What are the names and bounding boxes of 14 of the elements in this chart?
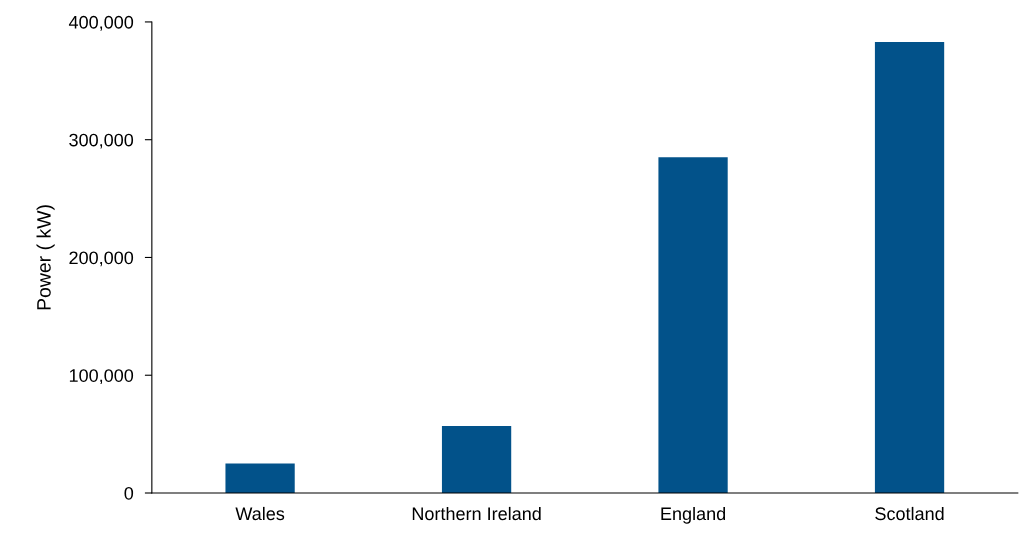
y-tick-label: 100,000 — [69, 369, 134, 385]
bar — [658, 157, 728, 493]
y-tick-label: 300,000 — [69, 133, 134, 149]
x-tick-label: Scotland — [875, 506, 944, 521]
bar — [874, 41, 945, 493]
x-tick-label: Wales — [235, 506, 285, 521]
bar — [225, 463, 295, 493]
y-tick-label: 400,000 — [68, 15, 134, 31]
x-tick-label: England — [661, 506, 726, 524]
bar — [441, 425, 512, 493]
y-axis-title: Power ( kW) — [36, 205, 55, 310]
x-tick-label: Northern Ireland — [412, 506, 541, 521]
y-tick-label: 0 — [124, 486, 134, 500]
y-tick-label: 200,000 — [69, 251, 134, 267]
